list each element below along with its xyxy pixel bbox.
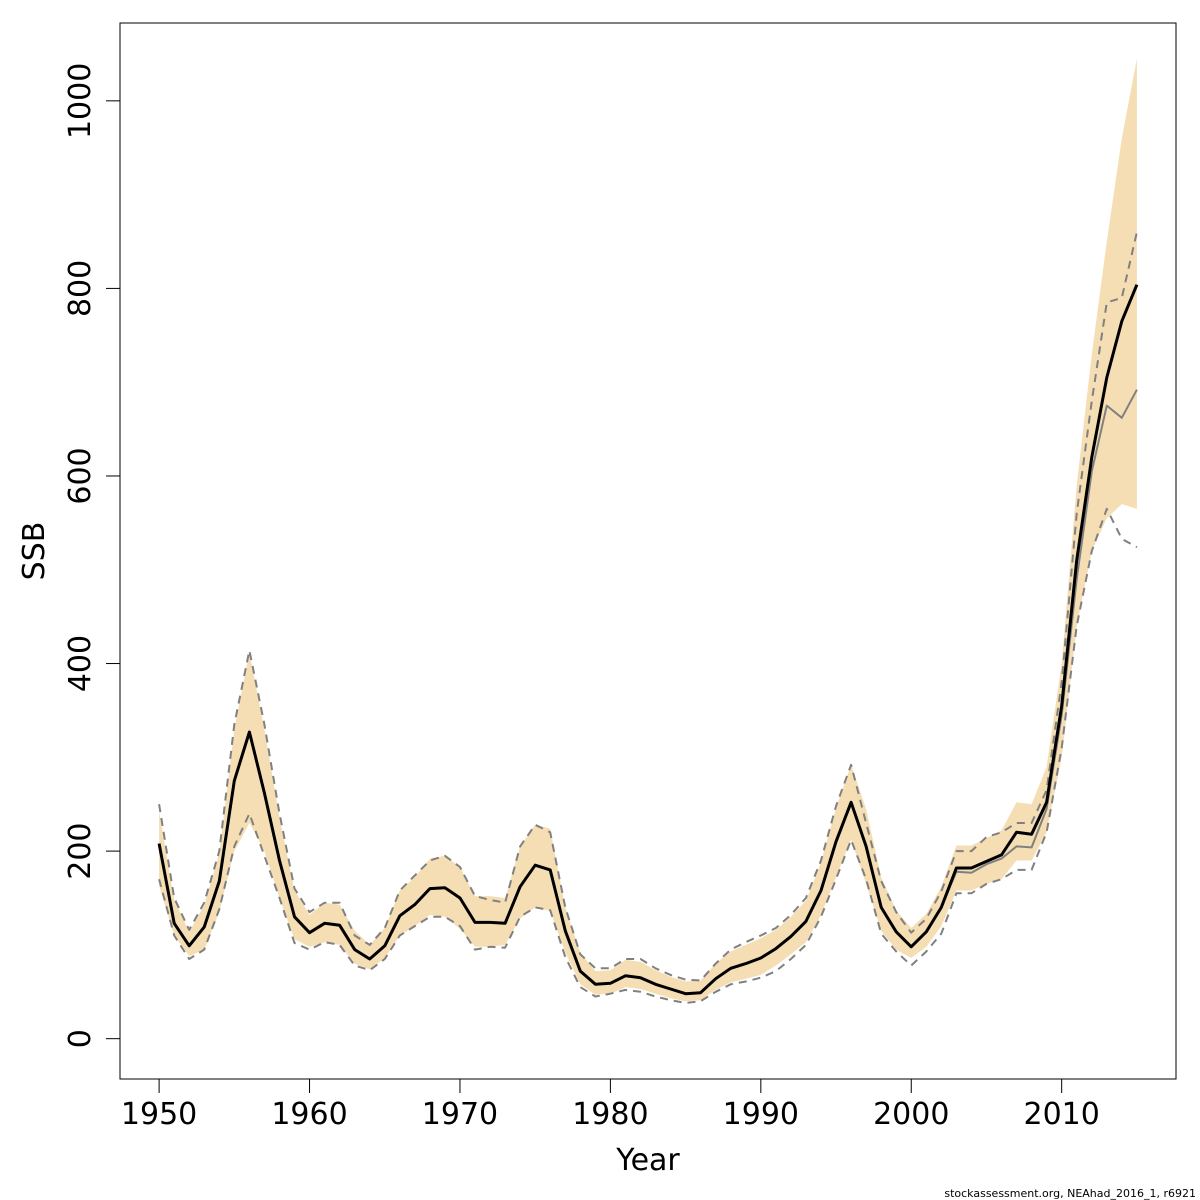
y-axis: 0 200 400 600 800 1000 <box>63 63 121 1048</box>
y-tick-label: 800 <box>63 260 98 317</box>
x-axis: 1950 1960 1970 1980 1990 2000 2010 <box>121 1078 1100 1132</box>
y-tick-label: 200 <box>63 822 98 879</box>
retro-run-line <box>158 389 1138 995</box>
x-axis-title: Year <box>615 1143 680 1178</box>
plot-frame <box>119 22 1177 1080</box>
x-tick-label: 2010 <box>1023 1097 1099 1132</box>
y-tick-label: 400 <box>63 635 98 692</box>
x-tick-label: 1990 <box>723 1097 799 1132</box>
y-tick-label: 1000 <box>63 63 98 139</box>
series-lines-layer <box>157 231 1139 1004</box>
y-tick-label: 0 <box>63 1029 98 1048</box>
x-tick-label: 1970 <box>422 1097 498 1132</box>
x-tick-label: 2000 <box>873 1097 949 1132</box>
x-tick-label: 1960 <box>271 1097 347 1132</box>
x-tick-label: 1950 <box>121 1097 197 1132</box>
retro-lower-dashed-line <box>158 507 1138 1004</box>
y-axis-title: SSB <box>17 522 52 581</box>
x-tick-label: 1980 <box>572 1097 648 1132</box>
footer-note: stockassessment.org, NEAhad_2016_1, r692… <box>944 1187 1196 1200</box>
retro-upper-dashed-line <box>158 231 1138 982</box>
ssb-estimate-line <box>157 284 1139 996</box>
y-tick-label: 600 <box>63 447 98 504</box>
